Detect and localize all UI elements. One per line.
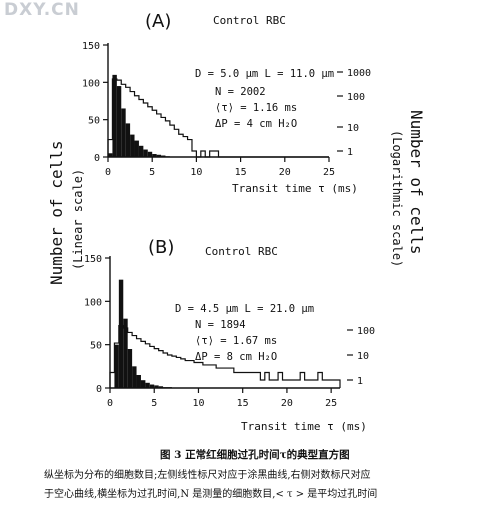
histogram-outline — [109, 324, 341, 388]
y-tick-label-right: 10 — [357, 351, 369, 362]
watermark-text: DXY.CN — [4, 0, 80, 20]
left-axis-subtitle: (Linear scale) — [71, 169, 85, 270]
histogram-bar-filled — [116, 86, 122, 157]
panel-label: (B) — [148, 237, 174, 258]
x-tick-label: 25 — [325, 398, 337, 409]
annotation-text: ΔP = 8 cm H₂O — [195, 351, 277, 363]
histogram-bar-filled — [161, 155, 166, 157]
y-tick-label-left: 0 — [96, 384, 102, 395]
histogram-outline — [107, 78, 329, 158]
y-tick-label-left: 50 — [88, 116, 100, 127]
y-tick-label-left: 150 — [84, 254, 102, 265]
y-tick-label-right: 1 — [347, 147, 353, 158]
y-tick-label-left: 100 — [84, 297, 102, 308]
histogram-bar-filled — [167, 387, 172, 388]
histogram-bar-filled — [149, 384, 155, 388]
annotation-text: N = 2002 — [215, 86, 266, 98]
y-tick-label-right: 1000 — [347, 68, 371, 79]
caption-title: 图 3 正常红细胞过孔时间τ的典型直方图 — [160, 449, 350, 461]
x-axis-label: Transit time τ (ms) — [241, 420, 367, 433]
histogram-bar-filled — [158, 386, 164, 388]
histogram-bar-filled — [138, 145, 144, 157]
y-tick-label-left: 150 — [82, 41, 100, 52]
histogram-bar-filled — [165, 156, 170, 157]
histogram-bar-filled — [156, 154, 162, 157]
histogram-bar-filled — [112, 74, 117, 157]
x-tick-label: 25 — [323, 167, 335, 178]
x-tick-label: 15 — [237, 398, 249, 409]
caption-line-2: 于空心曲线,横坐标为过孔时间,N 是测量的细胞数目,< τ > 是平均过孔时间 — [44, 489, 378, 500]
histogram-bar-filled — [140, 380, 146, 388]
histogram-bar-filled — [163, 387, 168, 388]
histogram-bar-filled — [132, 366, 137, 388]
histogram-bar-filled — [152, 154, 157, 157]
histogram-bar-filled — [136, 375, 141, 388]
y-tick-label-right: 1 — [357, 376, 363, 387]
y-tick-label-left: 50 — [90, 341, 102, 352]
caption-line-1: 纵坐标为分布的细胞数目;左侧线性标尺对应于涂黑曲线,右侧对数标尺对应 — [44, 470, 371, 481]
histogram-bar-filled — [123, 318, 128, 388]
histogram-bar-filled — [147, 151, 153, 157]
histogram-bar-filled — [114, 344, 119, 388]
histogram-bar-filled — [118, 279, 124, 388]
x-tick-label: 0 — [107, 398, 113, 409]
histogram-bar-filled — [108, 153, 113, 157]
x-axis-label: Transit time τ (ms) — [232, 182, 358, 195]
histogram-bar-filled — [121, 108, 126, 157]
annotation-text: D = 5.0 μm L = 11.0 μm — [195, 68, 334, 80]
annotation-text: ⟨τ⟩ = 1.67 ms — [195, 335, 277, 347]
x-tick-label: 10 — [192, 398, 204, 409]
x-tick-label: 5 — [151, 398, 157, 409]
histogram-bar-filled — [127, 349, 133, 388]
histogram-bar-filled — [145, 382, 150, 388]
right-axis-title: Number of cells — [407, 110, 426, 255]
y-tick-label-left: 100 — [82, 78, 100, 89]
y-tick-label-right: 100 — [357, 326, 375, 337]
annotation-text: D = 4.5 μm L = 21.0 μm — [175, 303, 314, 315]
left-axis-title: Number of cells — [47, 141, 66, 286]
histogram-bar-filled — [143, 149, 148, 157]
panel-title: Control RBC — [213, 14, 286, 27]
annotation-text: ΔP = 4 cm H₂O — [215, 118, 297, 130]
x-tick-label: 5 — [149, 167, 155, 178]
x-tick-label: 20 — [281, 398, 293, 409]
y-tick-label-right: 10 — [347, 123, 359, 134]
histogram-bar-filled — [130, 134, 135, 157]
x-tick-label: 15 — [235, 167, 247, 178]
histogram-bar-filled — [134, 140, 139, 157]
histogram-bar-filled — [154, 385, 159, 388]
panel-title: Control RBC — [205, 245, 278, 258]
y-tick-label-left: 0 — [94, 153, 100, 164]
annotation-text: ⟨τ⟩ = 1.16 ms — [215, 102, 297, 114]
right-axis-subtitle: (Logarithmic scale) — [390, 130, 404, 267]
annotation-text: N = 1894 — [195, 319, 246, 331]
histogram-bar-filled — [125, 123, 131, 157]
y-tick-label-right: 100 — [347, 92, 365, 103]
x-tick-label: 10 — [190, 167, 202, 178]
x-tick-label: 0 — [105, 167, 111, 178]
x-tick-label: 20 — [279, 167, 291, 178]
panel-label: (A) — [145, 11, 171, 32]
